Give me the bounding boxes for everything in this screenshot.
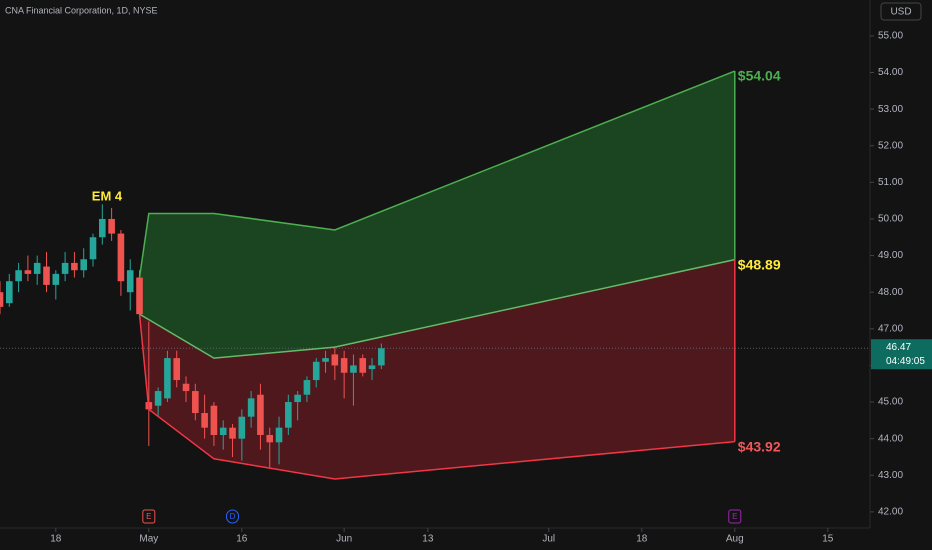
- band-label: $48.89: [738, 256, 781, 272]
- candle-body: [108, 218, 115, 234]
- candle-body: [52, 273, 60, 285]
- event-marker: [226, 509, 240, 524]
- band-line: [138, 70, 736, 278]
- last-price-box: [871, 339, 932, 370]
- event-label: D: [230, 512, 236, 521]
- y-tick-label: 53.00: [878, 104, 903, 115]
- band-label: $54.04: [738, 68, 781, 84]
- x-tick-label: 18: [636, 534, 648, 545]
- event-label: E: [146, 512, 151, 521]
- annotation: EM 4: [92, 188, 123, 203]
- currency: USD: [890, 7, 911, 18]
- last-price-label: 46.47: [886, 342, 911, 353]
- y-tick-label: 43.00: [878, 470, 903, 481]
- candle-body: [294, 394, 301, 403]
- x-tick-label: Jun: [336, 534, 352, 545]
- candle-body: [219, 427, 227, 435]
- candle-body: [312, 361, 320, 381]
- candle-body: [229, 427, 236, 439]
- chart-title: CNA Financial Corporation, 1D, NYSE: [5, 5, 158, 15]
- candle-body: [126, 270, 134, 293]
- candle-body: [201, 413, 208, 428]
- y-tick-label: 42.00: [878, 507, 903, 518]
- candle-body: [340, 358, 348, 373]
- countdown: 04:49:05: [886, 356, 925, 367]
- y-tick-label: 51.00: [878, 177, 903, 188]
- candle-body: [359, 358, 367, 373]
- event-marker: [142, 509, 156, 524]
- candle-body: [285, 402, 292, 428]
- y-tick-label: 47.00: [878, 323, 903, 334]
- y-tick-label: 50.00: [878, 214, 903, 225]
- x-tick-label: 18: [50, 534, 62, 545]
- candle-body: [257, 394, 264, 435]
- x-tick-label: 15: [822, 534, 834, 545]
- x-tick-label: May: [139, 534, 158, 545]
- candle-body: [173, 358, 181, 381]
- band-label: $43.92: [738, 438, 781, 454]
- x-tick-label: 13: [422, 534, 434, 545]
- candle-body: [61, 262, 69, 274]
- candle-body: [117, 233, 125, 282]
- candle-body: [238, 416, 246, 439]
- candle-body: [71, 262, 78, 271]
- candle-body: [33, 262, 41, 274]
- y-tick-label: 45.00: [878, 397, 903, 408]
- candle-body: [89, 237, 97, 260]
- candle-body: [275, 427, 283, 443]
- candle-body: [303, 380, 311, 395]
- candle-body: [136, 277, 143, 315]
- candle-body: [43, 266, 50, 285]
- x-tick-label: Jul: [542, 534, 555, 545]
- y-tick-label: 54.00: [878, 67, 903, 78]
- candle-body: [322, 358, 329, 362]
- y-tick-label: 49.00: [878, 250, 903, 261]
- y-tick-label: 55.00: [878, 31, 903, 42]
- candle-body: [15, 270, 22, 282]
- upper-band-area: [139, 71, 735, 359]
- candle-body: [6, 281, 13, 304]
- candle-body: [182, 383, 190, 392]
- x-tick-label: 16: [236, 534, 248, 545]
- candle-body: [350, 365, 357, 373]
- y-tick-label: 52.00: [878, 140, 903, 151]
- event-marker: [728, 509, 742, 524]
- candle-body: [99, 218, 106, 238]
- candle-body: [210, 405, 218, 435]
- candle-body: [164, 358, 171, 399]
- event-label: E: [732, 512, 737, 521]
- candle-body: [0, 292, 4, 307]
- candle-body: [266, 434, 274, 443]
- y-tick-label: 44.00: [878, 433, 903, 444]
- currency-box[interactable]: [880, 2, 922, 21]
- candle-body: [378, 348, 385, 366]
- candle-body: [192, 391, 199, 414]
- candle-body: [80, 259, 88, 271]
- band-line: [138, 314, 735, 480]
- candle-body: [154, 391, 162, 406]
- x-tick-label: Aug: [726, 534, 744, 545]
- candle-body: [24, 270, 32, 274]
- y-tick-label: 48.00: [878, 287, 903, 298]
- candle-body: [247, 398, 255, 417]
- candle-body: [368, 365, 376, 370]
- band-line: [139, 258, 735, 359]
- candle-body: [331, 354, 339, 366]
